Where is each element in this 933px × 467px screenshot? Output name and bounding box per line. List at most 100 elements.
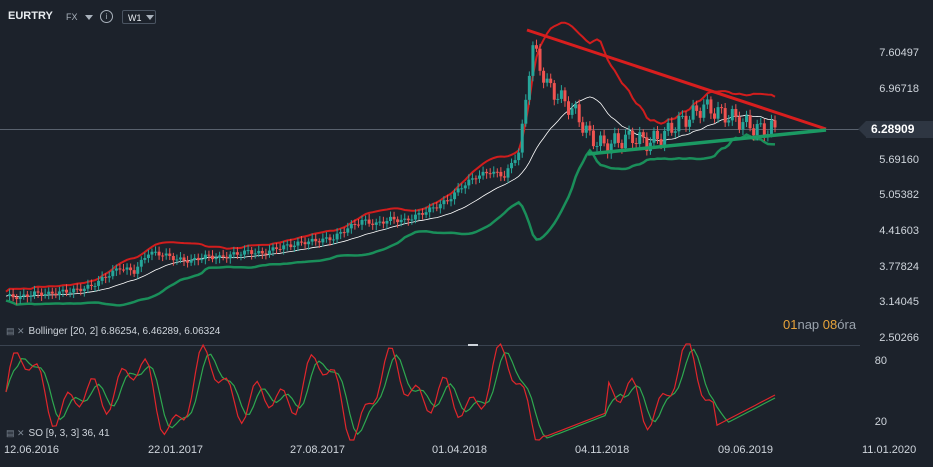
candle-body: [356, 224, 360, 226]
candle-body: [502, 176, 506, 178]
candle-body: [257, 250, 261, 254]
candle-body: [684, 115, 688, 127]
candle-body: [705, 99, 709, 105]
candle-body: [659, 139, 663, 146]
candle-body: [552, 83, 556, 100]
candle-body: [54, 293, 58, 295]
candle-body: [652, 130, 656, 143]
candle-body: [463, 185, 467, 189]
market-selector[interactable]: FX: [66, 12, 78, 22]
candle-body: [730, 108, 734, 121]
candle-body: [538, 48, 542, 71]
candle-body: [225, 256, 229, 259]
candle-body: [378, 221, 382, 223]
candle-body: [677, 115, 681, 132]
candle-body: [584, 125, 588, 133]
timer-days-unit: nap: [797, 317, 820, 332]
candle-body: [228, 254, 232, 259]
candle-body: [631, 130, 635, 144]
candle-body: [299, 241, 303, 243]
candle-body: [638, 132, 642, 145]
candle-body: [698, 110, 702, 118]
candle-body: [428, 207, 432, 213]
candle-body: [68, 292, 72, 294]
candle-body: [478, 175, 482, 179]
candle-body: [716, 107, 720, 119]
candle-body: [727, 120, 731, 123]
candle-body: [50, 291, 54, 294]
candle-body: [663, 130, 667, 146]
candle-body: [143, 258, 147, 260]
candle-body: [656, 130, 660, 140]
candle-body: [581, 122, 585, 133]
candle-body: [403, 218, 407, 220]
candle-body: [392, 216, 396, 220]
candle-body: [168, 253, 172, 257]
candle-body: [534, 45, 538, 49]
candle-body: [214, 257, 218, 260]
candle-body: [745, 115, 749, 123]
candle-body: [342, 232, 346, 234]
candle-body: [431, 207, 435, 209]
candle-body: [460, 188, 464, 190]
bollinger-legend: ▤ ✕ Bollinger [20, 2] 6.86254, 6.46289, 6…: [6, 326, 220, 337]
candle-body: [32, 291, 36, 296]
candle-body: [421, 213, 425, 215]
candle-body: [492, 171, 496, 174]
candle-body: [591, 130, 595, 147]
candle-body: [688, 119, 692, 127]
time-tick-label: 11.01.2020: [862, 444, 917, 456]
candle-body: [157, 251, 161, 256]
bollinger-upper-band: [5, 21, 776, 293]
time-tick-label: 01.04.2018: [432, 444, 488, 456]
candle-body: [40, 292, 44, 296]
price-tick-label: 3.77824: [879, 260, 919, 273]
candle-body: [118, 268, 122, 270]
candle-body: [36, 291, 40, 293]
candle-body: [328, 237, 332, 241]
indicator-settings-icon[interactable]: ▤ ✕: [6, 428, 25, 438]
candle-body: [303, 242, 307, 245]
candle-body: [559, 90, 563, 99]
candle-body: [364, 219, 368, 221]
candle-body: [232, 252, 236, 255]
candle-body: [278, 248, 282, 250]
price-tick-label: 5.69160: [879, 153, 919, 166]
symbol-selector[interactable]: EURTRY: [8, 10, 53, 22]
candle-body: [453, 192, 457, 200]
candle-body: [741, 122, 745, 130]
timeframe-chevron-down-icon[interactable]: [146, 15, 154, 20]
candle-body: [371, 223, 375, 225]
candle-body: [620, 142, 624, 149]
candle-body: [467, 179, 471, 186]
candle-body: [72, 288, 76, 293]
candle-body: [762, 123, 766, 137]
indicator-settings-icon[interactable]: ▤ ✕: [6, 326, 25, 336]
candle-body: [563, 90, 567, 102]
candle-body: [292, 245, 296, 248]
timeframe-selector[interactable]: W1: [122, 10, 156, 24]
candle-body: [285, 244, 289, 246]
candle-body: [570, 108, 574, 115]
current-price-label: 6.28909: [866, 121, 933, 138]
candle-body: [125, 267, 129, 270]
candle-body: [18, 296, 22, 300]
candle-body: [171, 256, 175, 261]
candle-body: [531, 45, 535, 76]
candle-body: [410, 219, 414, 221]
info-icon[interactable]: i: [100, 10, 113, 23]
candle-body: [712, 113, 716, 119]
candle-body: [282, 245, 286, 250]
support-trendline: [587, 128, 827, 156]
chart-toolbar: EURTRY FX i W1: [0, 0, 933, 34]
candle-body: [239, 254, 243, 256]
candle-body: [709, 99, 713, 114]
market-chevron-down-icon[interactable]: [85, 15, 93, 20]
candle-body: [129, 267, 133, 271]
candle-body: [189, 260, 193, 263]
current-price-arrow: [858, 121, 866, 137]
candle-body: [456, 188, 460, 193]
candle-body: [645, 137, 649, 152]
candle-body: [47, 291, 51, 295]
